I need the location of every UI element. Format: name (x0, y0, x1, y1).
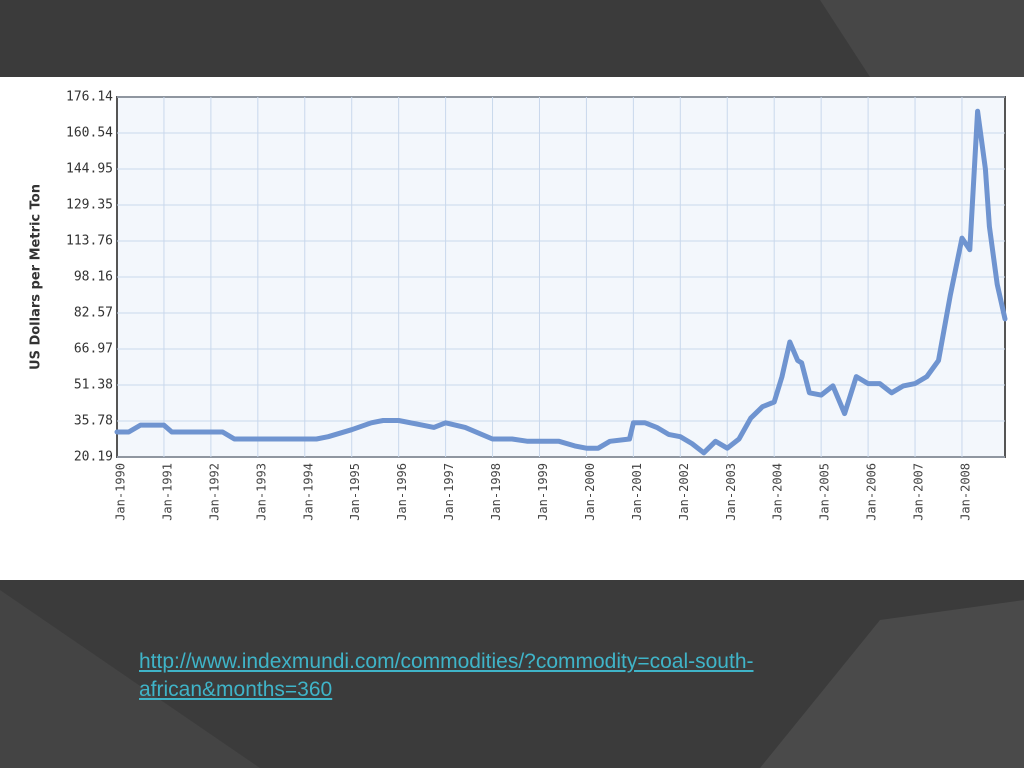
y-tick-label: 35.78 (74, 414, 113, 429)
y-tick-label: 66.97 (74, 342, 113, 357)
y-axis-label: US Dollars per Metric Ton (29, 184, 44, 370)
x-tick-label: Jan-1990 (114, 463, 128, 521)
x-tick-label: Jan-1999 (536, 463, 550, 521)
y-tick-label: 160.54 (66, 126, 113, 141)
x-tick-label: Jan-1998 (489, 463, 503, 521)
y-tick-label: 51.38 (74, 378, 113, 393)
y-tick-label: 144.95 (66, 162, 113, 177)
x-tick-label: Jan-2001 (630, 463, 644, 521)
x-tick-label: Jan-2003 (724, 463, 738, 521)
x-tick-label: Jan-2005 (818, 463, 832, 521)
y-tick-label: 82.57 (74, 306, 113, 321)
x-tick-label: Jan-2006 (865, 463, 879, 521)
y-tick-label: 20.19 (74, 450, 113, 465)
y-tick-label: 98.16 (74, 270, 113, 285)
x-tick-label: Jan-1993 (254, 463, 268, 521)
chart-panel: 176.14 160.54 144.95 129.35 113.76 98.16 82.57… (0, 77, 1024, 580)
y-axis-ticks: 176.14 160.54 144.95 129.35 113.76 98.16 82.57… (66, 90, 113, 465)
x-tick-label: Jan-1992 (207, 463, 221, 521)
x-tick-label: Jan-2007 (912, 463, 926, 521)
x-tick-label: Jan-1997 (442, 463, 456, 521)
x-tick-label: Jan-2004 (771, 463, 785, 521)
x-axis-ticks: Jan-1990 Jan-1991 Jan-1992 Jan-1993 Jan-1994… (114, 463, 973, 521)
y-tick-label: 113.76 (66, 234, 113, 249)
x-tick-label: Jan-1995 (348, 463, 362, 521)
series-line (114, 108, 1008, 456)
x-tick-label: Jan-1996 (395, 463, 409, 521)
x-tick-label: Jan-2008 (958, 463, 972, 521)
coal-price-line-chart: 176.14 160.54 144.95 129.35 113.76 98.16 82.57… (29, 90, 1008, 521)
x-tick-label: Jan-2002 (677, 463, 691, 521)
x-tick-label: Jan-1991 (160, 463, 174, 521)
y-tick-label: 176.14 (66, 90, 113, 105)
x-tick-label: Jan-1994 (301, 463, 315, 521)
x-tick-label: Jan-2000 (583, 463, 597, 521)
source-link[interactable]: http://www.indexmundi.com/commodities/?c… (139, 650, 754, 701)
y-tick-label: 129.35 (66, 198, 113, 213)
grid-lines (117, 96, 1005, 458)
